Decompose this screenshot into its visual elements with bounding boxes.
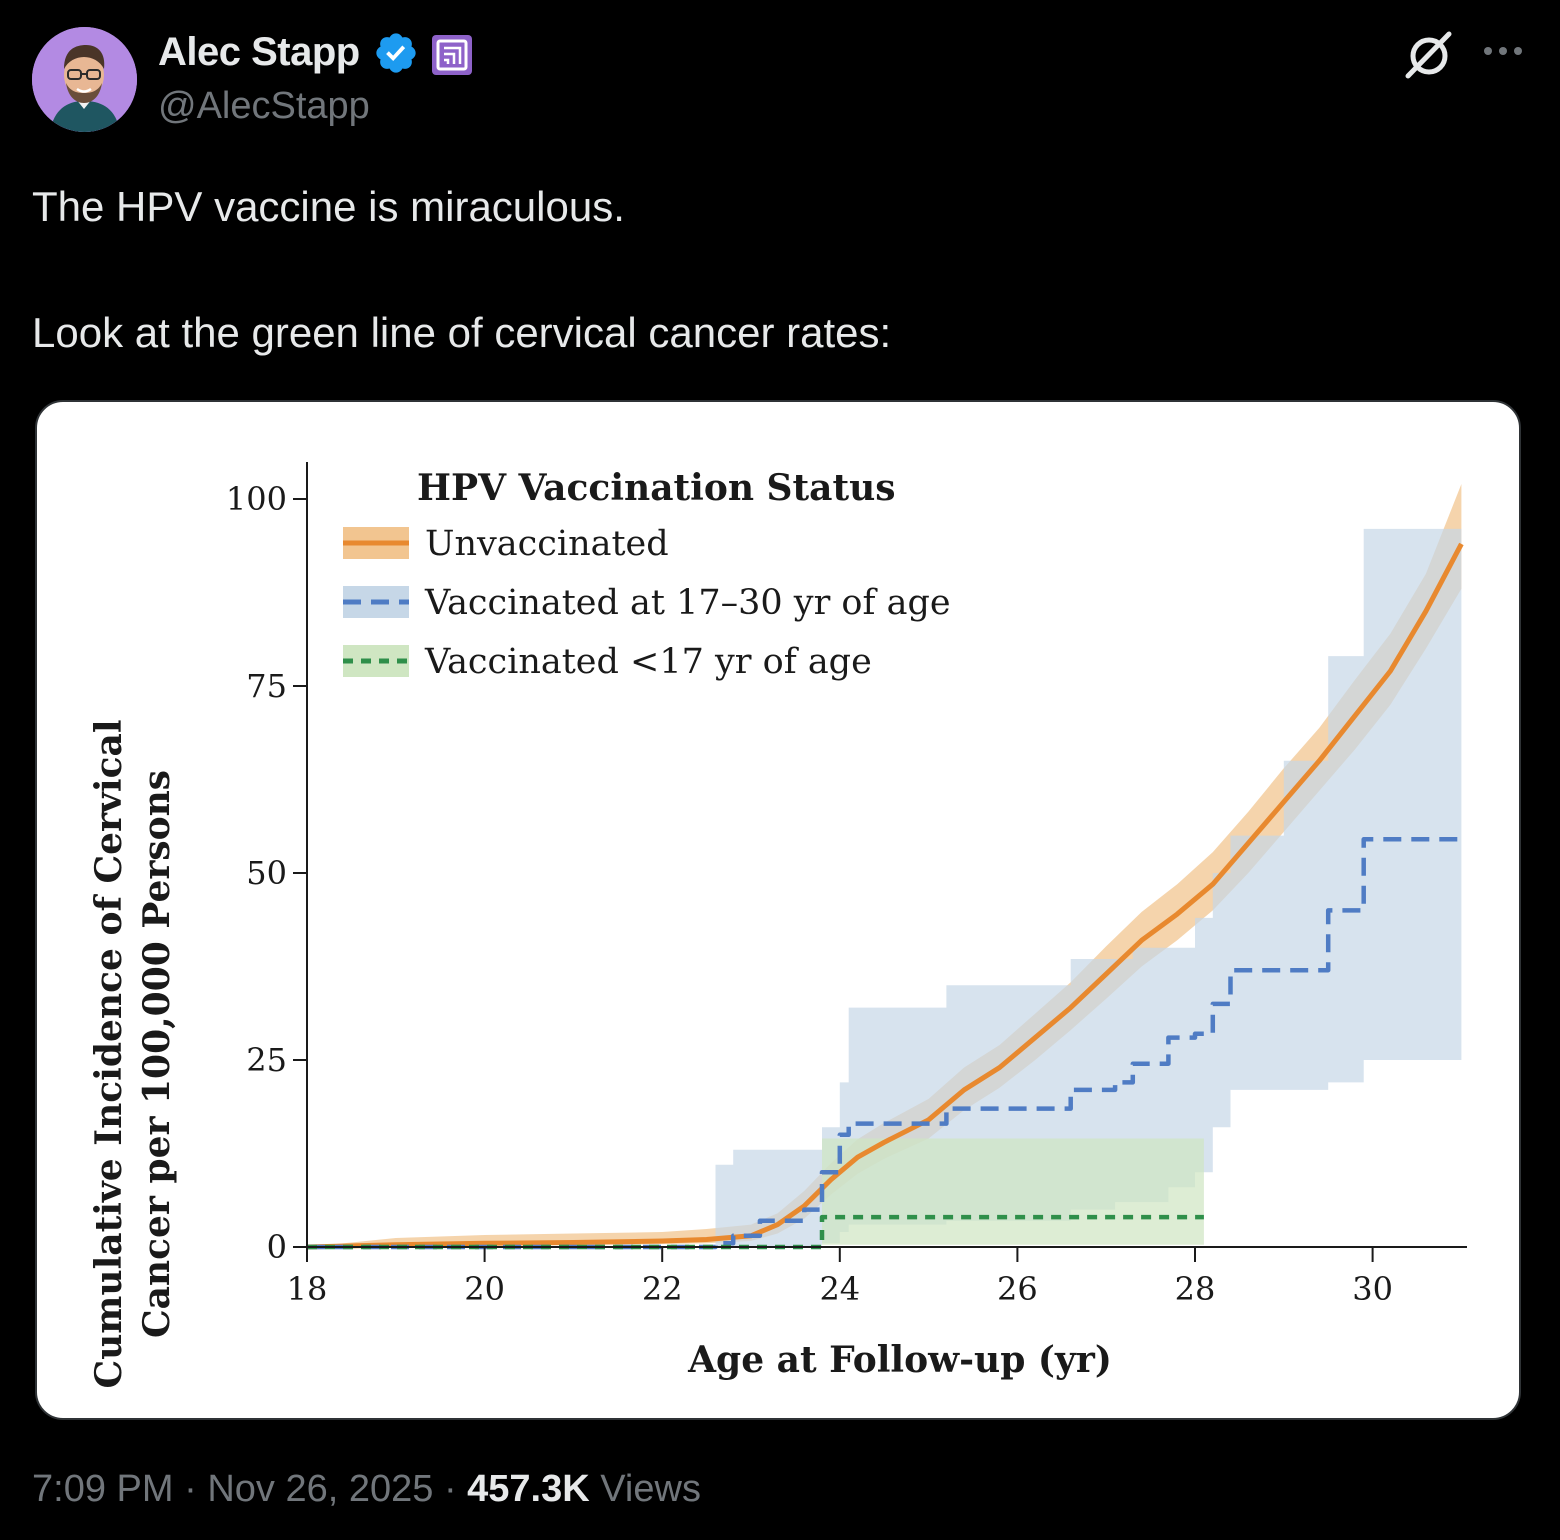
more-options-icon[interactable] (1480, 40, 1526, 62)
x-tick-label-22: 22 (642, 1270, 683, 1308)
tweet-date[interactable]: Nov 26, 2025 (207, 1468, 434, 1510)
y-tick-label-50: 50 (246, 854, 287, 892)
tweet-timestamp-row: 7:09 PM · Nov 26, 2025 · 457.3K Views (32, 1468, 701, 1511)
x-tick-label-24: 24 (819, 1270, 860, 1308)
author-display-name[interactable]: Alec Stapp (158, 30, 360, 74)
y-tick-label-75: 75 (246, 667, 287, 705)
legend: HPV Vaccination Status Unvaccinated Vacc… (343, 467, 951, 682)
views-label: Views (600, 1468, 701, 1510)
x-tick-label-18: 18 (287, 1270, 328, 1308)
tweet-text-line-2: Look at the green line of cervical cance… (32, 309, 892, 356)
y-tick-label-0: 0 (267, 1228, 287, 1266)
x-axis-ticks: 18 20 22 24 26 28 30 (287, 1247, 1393, 1308)
tweet-time[interactable]: 7:09 PM (32, 1468, 174, 1510)
x-tick-label-20: 20 (464, 1270, 505, 1308)
separator: · (443, 1468, 457, 1510)
grok-icon[interactable] (1402, 30, 1456, 80)
y-axis-label-line-1: Cumulative Incidence of Cervical (88, 719, 130, 1388)
avatar[interactable] (32, 27, 137, 132)
series-line-unvaccinated (306, 542, 1464, 1250)
y-axis-ticks: 0 25 50 75 100 (226, 480, 307, 1266)
author-handle[interactable]: @AlecStapp (158, 85, 370, 127)
views-count: 457.3K (467, 1468, 590, 1510)
x-tick-label-28: 28 (1175, 1270, 1216, 1308)
subscription-badge-icon[interactable] (431, 34, 473, 76)
separator: · (184, 1468, 197, 1510)
cumulative-incidence-chart: 0 25 50 75 100 18 20 22 24 26 28 30 Age at Follow-… (88, 462, 1467, 1389)
legend-label-unvaccinated: Unvaccinated (425, 524, 669, 564)
verified-badge-icon[interactable] (373, 30, 419, 76)
series-line-vaccinated-at-17-30-yr-of-age (307, 837, 1462, 1250)
x-tick-label-26: 26 (997, 1270, 1038, 1308)
y-tick-label-100: 100 (226, 480, 287, 518)
y-axis-label-line-2: Cancer per 100,000 Persons (136, 770, 178, 1338)
x-axis-label: Age at Follow-up (yr) (687, 1339, 1112, 1381)
tweet-text-line-1: The HPV vaccine is miraculous. (32, 183, 625, 230)
tweet-media-image[interactable]: 0 25 50 75 100 18 20 22 24 26 28 30 Age at Follow-… (35, 400, 1521, 1420)
x-tick-label-30: 30 (1352, 1270, 1393, 1308)
avatar-image (32, 27, 137, 132)
legend-label-vaccinated-17-30: Vaccinated at 17–30 yr of age (424, 583, 951, 623)
legend-title: HPV Vaccination Status (417, 467, 896, 509)
legend-label-vaccinated-under-17: Vaccinated <17 yr of age (424, 642, 872, 682)
ci-band-vaccinated-at-17-30-yr-of-age (307, 528, 1462, 1247)
y-tick-label-25: 25 (246, 1041, 287, 1079)
